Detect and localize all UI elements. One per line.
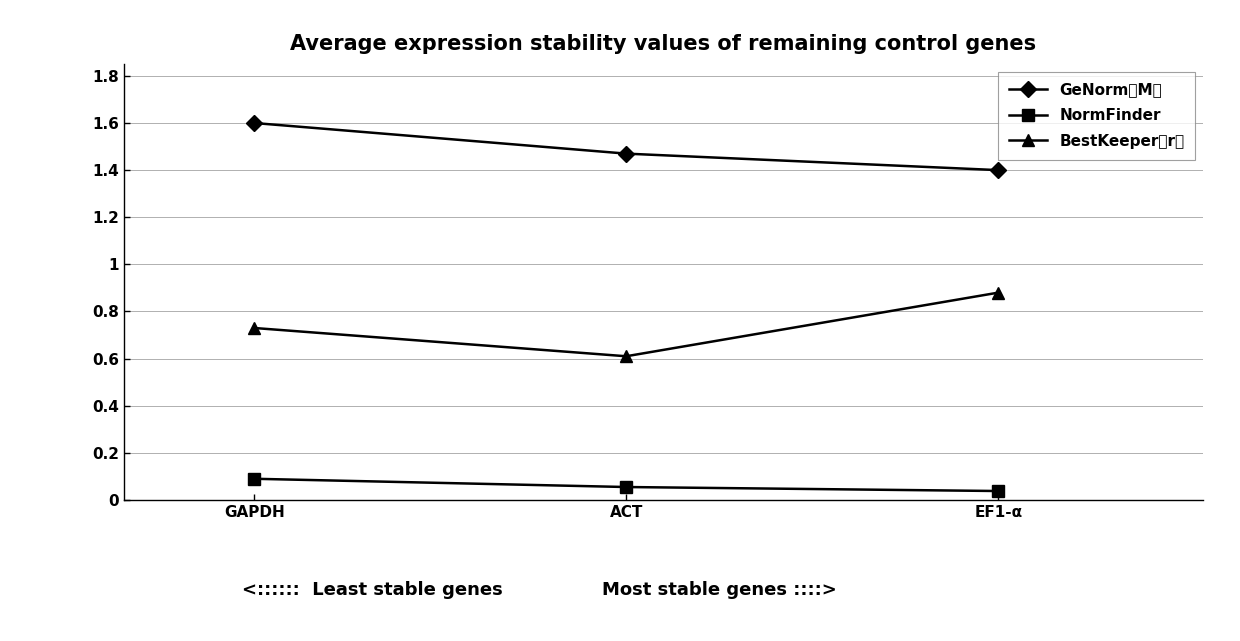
Text: <::::::  Least stable genes: <:::::: Least stable genes	[242, 581, 502, 599]
Line: BestKeeper（r）: BestKeeper（r）	[249, 287, 1003, 362]
Line: NormFinder: NormFinder	[249, 473, 1003, 497]
Legend: GeNorm（M）, NormFinder, BestKeeper（r）: GeNorm（M）, NormFinder, BestKeeper（r）	[998, 72, 1195, 160]
BestKeeper（r）	[619, 353, 634, 360]
Text: Most stable genes ::::>: Most stable genes ::::>	[601, 581, 837, 599]
GeNorm（M）	[247, 119, 262, 127]
GeNorm（M）	[619, 150, 634, 158]
BestKeeper（r）	[991, 289, 1006, 297]
Line: GeNorm（M）: GeNorm（M）	[249, 117, 1003, 176]
Title: Average expression stability values of remaining control genes: Average expression stability values of r…	[290, 34, 1037, 54]
BestKeeper（r）	[247, 324, 262, 332]
NormFinder	[619, 483, 634, 491]
GeNorm（M）	[991, 166, 1006, 174]
NormFinder	[247, 475, 262, 483]
NormFinder	[991, 487, 1006, 495]
